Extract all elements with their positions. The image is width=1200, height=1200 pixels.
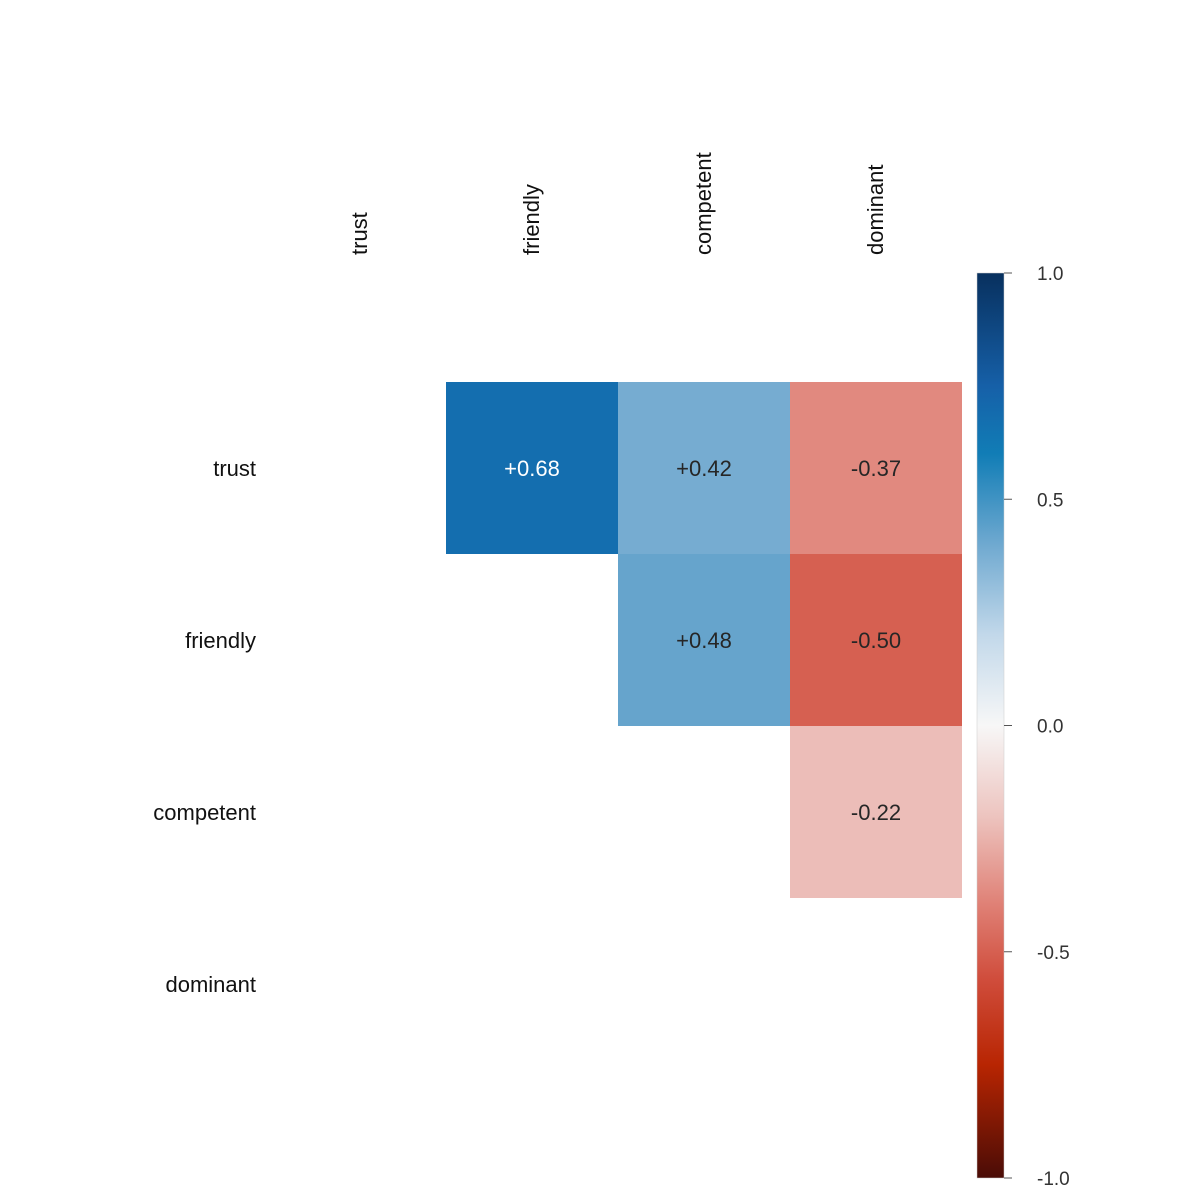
colorbar-tick-label: -1.0: [1037, 1169, 1070, 1190]
heatmap-cell-friendly-competent: [618, 554, 790, 726]
colorbar-tick-label: 0.5: [1037, 490, 1063, 511]
column-label-trust: trust: [347, 212, 372, 255]
row-label-dominant: dominant: [165, 972, 256, 997]
cell-value-label: -0.22: [851, 800, 901, 825]
colorbar: 1.0 0.5 0.0 -0.5 -1.0: [976, 264, 1070, 1190]
row-label-trust: trust: [213, 456, 256, 481]
column-label-friendly: friendly: [519, 184, 544, 255]
heatmap-cell-trust-dominant: [790, 382, 962, 554]
column-labels: trust friendly competent dominant: [347, 152, 888, 255]
cell-value-label: +0.42: [676, 456, 732, 481]
colorbar-tick-label: 1.0: [1037, 264, 1063, 285]
heatmap-cell-trust-friendly: [446, 382, 618, 554]
column-label-dominant: dominant: [863, 164, 888, 255]
row-label-friendly: friendly: [185, 628, 256, 653]
cell-value-label: -0.37: [851, 456, 901, 481]
cell-value-label: +0.48: [676, 628, 732, 653]
colorbar-tick-label: -0.5: [1037, 943, 1070, 964]
heatmap-cell-competent-dominant: [790, 726, 962, 898]
cell-value-label: -0.50: [851, 628, 901, 653]
column-label-competent: competent: [691, 152, 716, 255]
colorbar-tick-label: 0.0: [1037, 717, 1063, 738]
heatmap-cell-trust-competent: [618, 382, 790, 554]
cell-value-label: +0.68: [504, 456, 560, 481]
row-label-competent: competent: [153, 800, 256, 825]
heatmap-cell-friendly-dominant: [790, 554, 962, 726]
heatmap-cells: +0.68 +0.42 -0.37 +0.48 -0.50 -0.22: [446, 382, 962, 898]
colorbar-gradient: [976, 272, 1005, 1179]
row-labels: trust friendly competent dominant: [153, 456, 256, 997]
